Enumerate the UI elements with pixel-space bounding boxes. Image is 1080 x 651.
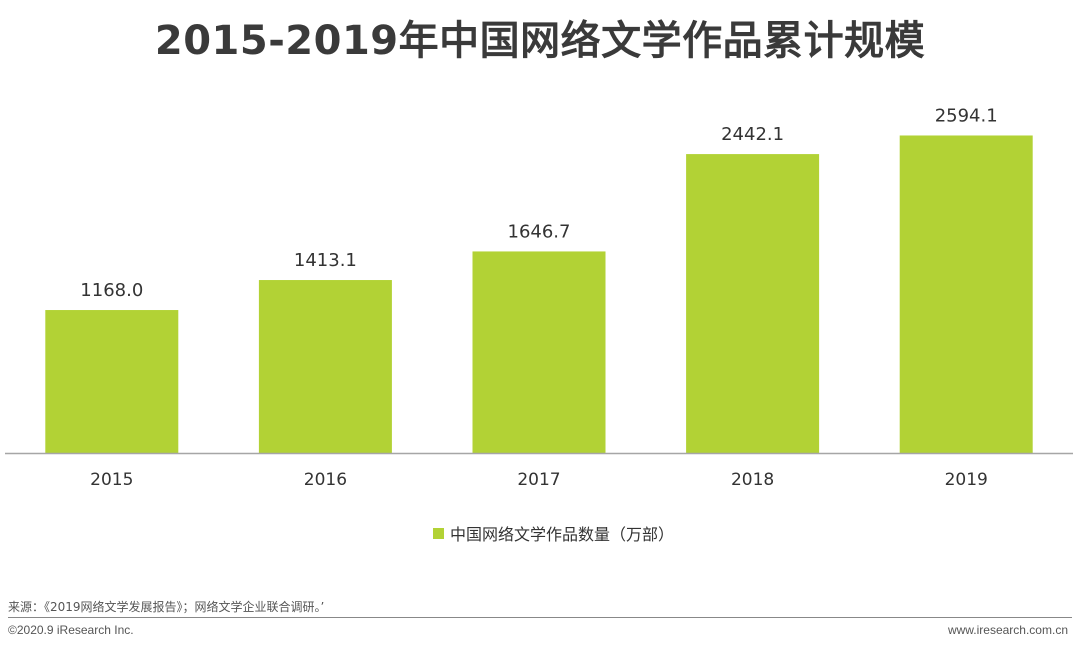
x-tick-2019: 2019	[945, 470, 988, 490]
value-label-2018: 2442.1	[721, 124, 784, 145]
x-tick-labels-group: 2015 2016 2017 2018 2019	[90, 470, 988, 490]
bars-group	[45, 135, 1033, 453]
bar-2018	[686, 154, 820, 453]
value-label-2016: 1413.1	[294, 250, 357, 271]
x-tick-2016: 2016	[304, 470, 347, 490]
chart-title: 2015-2019年中国网络文学作品累计规模	[154, 18, 926, 64]
legend: 中国网络文学作品数量（万部）	[433, 521, 674, 545]
value-label-2015: 1168.0	[80, 280, 143, 301]
copyright-text: ©2020.9 iResearch Inc.	[8, 623, 134, 637]
footer-divider	[8, 617, 1072, 618]
bar-2015	[45, 310, 179, 453]
value-label-2019: 2594.1	[935, 105, 998, 126]
value-labels-group: 1168.0 1413.1 1646.7 2442.1 2594.1	[80, 105, 997, 301]
bar-2016	[258, 280, 392, 453]
bar-2019	[899, 135, 1033, 453]
source-note: 来源：《2019网络文学发展报告》；网络文学企业联合调研。’	[8, 600, 325, 614]
x-tick-2018: 2018	[731, 470, 774, 490]
website-link[interactable]: www.iresearch.com.cn	[947, 623, 1068, 637]
bar-2017	[472, 251, 606, 453]
legend-swatch	[433, 527, 444, 539]
legend-label: 中国网络文学作品数量（万部）	[450, 525, 675, 544]
x-tick-2017: 2017	[517, 470, 560, 490]
x-tick-2015: 2015	[90, 470, 133, 490]
value-label-2017: 1646.7	[508, 221, 571, 242]
